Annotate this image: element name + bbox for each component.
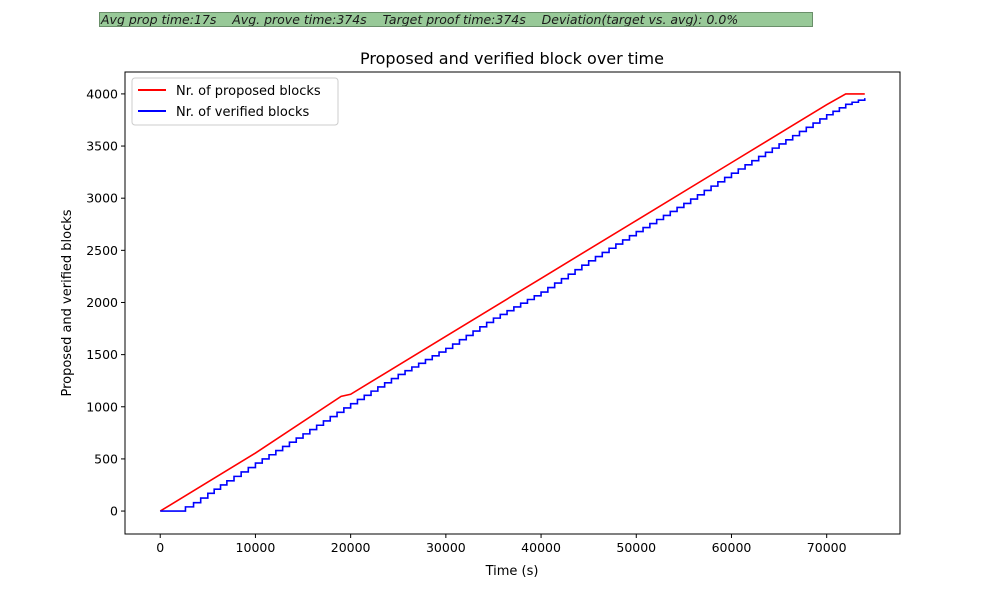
y-tick-label: 1000 (86, 399, 118, 414)
x-tick-label: 40000 (521, 540, 561, 555)
x-axis-label: Time (s) (485, 564, 539, 579)
y-tick-label: 1500 (86, 347, 118, 362)
y-axis-label: Proposed and verified blocks (60, 209, 75, 396)
x-tick-label: 30000 (426, 540, 466, 555)
x-tick-label: 10000 (236, 540, 276, 555)
y-tick-label: 500 (94, 451, 118, 466)
stats-banner: Avg prop time:17s Avg. prove time:374s T… (99, 12, 813, 27)
x-tick-label: 0 (156, 540, 164, 555)
legend-label-proposed: Nr. of proposed blocks (176, 84, 321, 99)
x-tick-label: 20000 (331, 540, 371, 555)
series-line-proposed (159, 93, 865, 512)
legend-box (131, 77, 339, 126)
y-axis-ticks: 0 500 1000 1500 2000 2500 3000 3500 4000 (86, 86, 125, 519)
y-tick-label: 3500 (86, 139, 118, 154)
y-tick-label: 3000 (86, 191, 118, 206)
series-line-verified (160, 98, 866, 512)
y-tick-label: 0 (110, 504, 118, 519)
y-tick-label: 2000 (86, 295, 118, 310)
x-tick-label: 60000 (712, 540, 752, 555)
x-axis-ticks: 0 10000 20000 30000 40000 50000 60000 70000 (156, 534, 847, 555)
series-layer (159, 93, 866, 512)
plot-area (124, 71, 901, 535)
legend-label-verified: Nr. of verified blocks (176, 105, 310, 120)
x-tick-label: 50000 (616, 540, 656, 555)
y-tick-label: 4000 (86, 86, 118, 101)
y-tick-label: 2500 (86, 243, 118, 258)
legend: Nr. of proposed blocks Nr. of verified b… (131, 77, 339, 126)
x-tick-label: 70000 (807, 540, 847, 555)
chart-title: Proposed and verified block over time (360, 49, 664, 68)
